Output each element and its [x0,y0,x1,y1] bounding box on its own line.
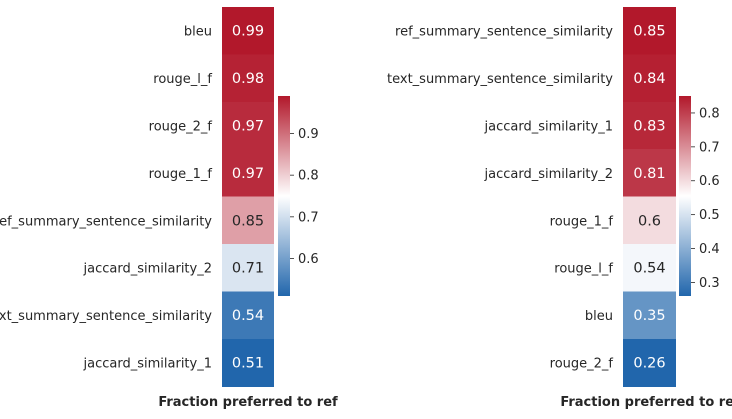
heatmap-cell [623,338,676,387]
row-label: rouge_2_f [550,357,614,372]
row-label: ref_summary_sentence_similarity [395,25,613,40]
cell-value-label: 0.85 [633,24,665,40]
colorbar-tick-label: 0.7 [298,210,319,225]
x-axis-label: Fraction preferred to ref [158,395,338,410]
cell-value-label: 0.98 [232,71,264,87]
row-label: bleu [585,309,613,324]
x-axis-label: Fraction preferred to ref [560,395,732,410]
heatmap-cell [623,291,676,340]
heatmap-cell [222,149,274,198]
colorbar-tick-label: 0.6 [298,252,319,267]
cell-value-label: 0.6 [638,213,661,229]
cell-value-label: 0.51 [232,356,264,372]
cell-value-label: 0.84 [633,71,665,87]
colorbar-tick-label: 0.6 [699,174,720,189]
heatmap-cell [623,196,676,245]
heatmap-cell [222,7,274,55]
cell-value-label: 0.81 [633,166,665,182]
row-label: rouge_l_f [153,72,212,87]
heatmap-cell [623,244,676,292]
heatmap-cell [623,149,676,198]
row-label: text_summary_sentence_similarity [387,72,613,87]
heatmap-cell [222,244,274,292]
cell-value-label: 0.54 [633,261,665,277]
row-label: rouge_l_f [554,262,613,277]
heatmap-cell [222,101,274,150]
colorbar [278,96,290,296]
row-label: jaccard_similarity_1 [83,357,212,372]
cell-value-label: 0.35 [633,308,665,324]
heatmap-cell [623,101,676,150]
heatmap-cell [222,196,274,245]
heatmap-cell [623,7,676,55]
cell-value-label: 0.99 [232,24,264,40]
colorbar-tick-label: 0.8 [298,169,319,184]
row-label: jaccard_similarity_1 [484,120,613,135]
heatmap-cell [222,338,274,387]
colorbar-tick-label: 0.3 [699,276,720,291]
cell-value-label: 0.85 [232,213,264,229]
cell-value-label: 0.54 [232,308,264,324]
colorbar-tick-label: 0.4 [699,242,720,257]
heatmap-cell [623,54,676,103]
row-label: jaccard_similarity_2 [484,167,613,182]
colorbar-tick-label: 0.7 [699,140,720,155]
colorbar-tick-label: 0.8 [699,106,720,121]
row-label: rouge_1_f [550,214,614,229]
row-label: rouge_2_f [149,120,213,135]
colorbar-tick-label: 0.9 [298,127,319,142]
row-label: bleu [184,25,212,40]
cell-value-label: 0.97 [232,166,264,182]
heatmap-cell [222,291,274,340]
heatmap-cell [222,54,274,103]
colorbar [679,96,691,296]
cell-value-label: 0.83 [633,119,665,135]
row-label: ref_summary_sentence_similarity [0,214,212,229]
row-label: rouge_1_f [149,167,213,182]
row-label: jaccard_similarity_2 [83,262,212,277]
cell-value-label: 0.71 [232,261,264,277]
colorbar-tick-label: 0.5 [699,208,720,223]
cell-value-label: 0.26 [633,356,665,372]
cell-value-label: 0.97 [232,119,264,135]
row-label: text_summary_sentence_similarity [0,309,212,324]
